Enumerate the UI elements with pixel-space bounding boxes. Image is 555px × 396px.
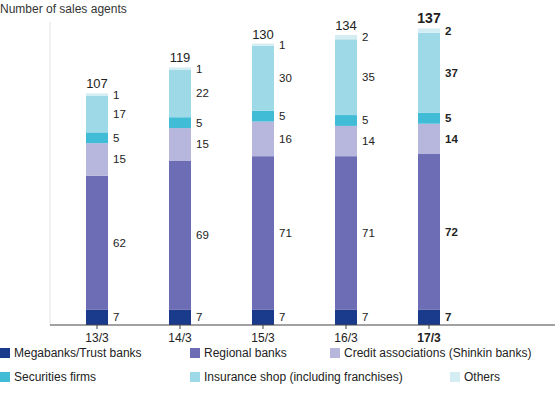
bar-segment <box>418 33 440 113</box>
legend-swatch <box>450 372 460 382</box>
data-label: 7 <box>362 311 368 323</box>
bar-segment <box>169 310 191 325</box>
legend-label: Securities firms <box>14 370 96 384</box>
legend-label: Others <box>464 370 500 384</box>
bar-segment <box>86 96 108 133</box>
legend-label: Megabanks/Trust banks <box>14 346 142 360</box>
bars <box>86 28 440 325</box>
data-label: 16 <box>279 133 292 145</box>
data-label: 5 <box>362 114 368 126</box>
bar-segment <box>86 176 108 310</box>
x-tick-label: 14/3 <box>168 331 192 345</box>
bar-segment <box>418 28 440 32</box>
legend-swatch <box>190 348 200 358</box>
y-axis-line <box>50 22 51 325</box>
data-label: 5 <box>196 117 202 129</box>
bar-segment <box>86 132 108 143</box>
data-label: 71 <box>362 227 375 239</box>
x-tick <box>346 325 347 329</box>
legend-swatch <box>0 348 10 358</box>
total-label: 130 <box>252 27 274 42</box>
x-tick <box>180 325 181 329</box>
data-label: 35 <box>362 71 375 83</box>
data-label: 71 <box>279 227 292 239</box>
x-tick <box>429 325 430 329</box>
bar-segment <box>335 126 357 156</box>
data-label: 7 <box>445 311 451 323</box>
data-label: 30 <box>279 72 292 84</box>
data-label: 22 <box>196 87 209 99</box>
data-label: 17 <box>113 108 126 120</box>
data-label: 72 <box>445 226 458 238</box>
total-label: 137 <box>417 10 441 26</box>
bar-segment <box>252 310 274 325</box>
data-label: 7 <box>113 311 119 323</box>
data-label: 5 <box>113 132 119 144</box>
x-tick-label: 15/3 <box>251 331 275 345</box>
bar-segment <box>169 67 191 69</box>
bar-segment <box>169 128 191 160</box>
data-label: 14 <box>362 135 375 147</box>
bar-segment <box>169 70 191 118</box>
x-tick-label: 16/3 <box>334 331 358 345</box>
data-label: 2 <box>445 25 451 37</box>
data-label: 15 <box>113 153 126 165</box>
bar-segment <box>335 310 357 325</box>
data-label: 7 <box>196 311 202 323</box>
data-label: 37 <box>445 67 458 79</box>
bar-segment <box>252 156 274 310</box>
data-label: 1 <box>196 63 202 75</box>
bar-segment <box>252 46 274 111</box>
x-axis-line <box>50 325 555 326</box>
bar-segment <box>335 35 357 39</box>
data-label: 62 <box>113 237 126 249</box>
data-labels: 7621551717691552217711653017711453527721… <box>113 25 458 324</box>
data-label: 1 <box>279 39 285 51</box>
bar-segment <box>86 143 108 175</box>
bar-segment <box>335 39 357 115</box>
bar-segment <box>418 113 440 124</box>
legend-label: Credit associations (Shinkin banks) <box>344 346 531 360</box>
bar-segment <box>335 156 357 310</box>
bar-segment <box>418 310 440 325</box>
y-axis-label: Number of sales agents <box>0 2 127 16</box>
bar-segment <box>252 111 274 122</box>
data-label: 69 <box>196 229 209 241</box>
total-label: 134 <box>335 18 357 33</box>
bar-segment <box>169 161 191 310</box>
bar-segment <box>86 93 108 95</box>
bar-segment <box>418 154 440 310</box>
chart: Number of sales agents762155171769155221… <box>0 0 555 396</box>
data-label: 1 <box>113 89 119 101</box>
bar-segment <box>418 124 440 154</box>
data-label: 14 <box>445 133 458 145</box>
x-tick-label: 13/3 <box>85 331 109 345</box>
total-label: 107 <box>86 76 108 91</box>
x-tick <box>263 325 264 329</box>
data-label: 5 <box>279 110 285 122</box>
bar-segment <box>252 44 274 46</box>
legend: Megabanks/Trust banks Regional banks Credi… <box>0 346 531 384</box>
bar-segment <box>86 310 108 325</box>
data-label: 5 <box>445 112 452 124</box>
data-label: 15 <box>196 138 209 150</box>
legend-swatch <box>330 348 340 358</box>
legend-swatch <box>190 372 200 382</box>
legend-label: Insurance shop (including franchises) <box>204 370 403 384</box>
bar-segment <box>169 117 191 128</box>
legend-label: Regional banks <box>204 346 287 360</box>
legend-swatch <box>0 372 10 382</box>
bar-segment <box>252 122 274 157</box>
total-label: 119 <box>170 50 191 65</box>
data-label: 7 <box>279 311 285 323</box>
bar-segment <box>335 115 357 126</box>
x-tick-label: 17/3 <box>417 331 441 345</box>
data-label: 2 <box>362 31 368 43</box>
x-tick <box>97 325 98 329</box>
